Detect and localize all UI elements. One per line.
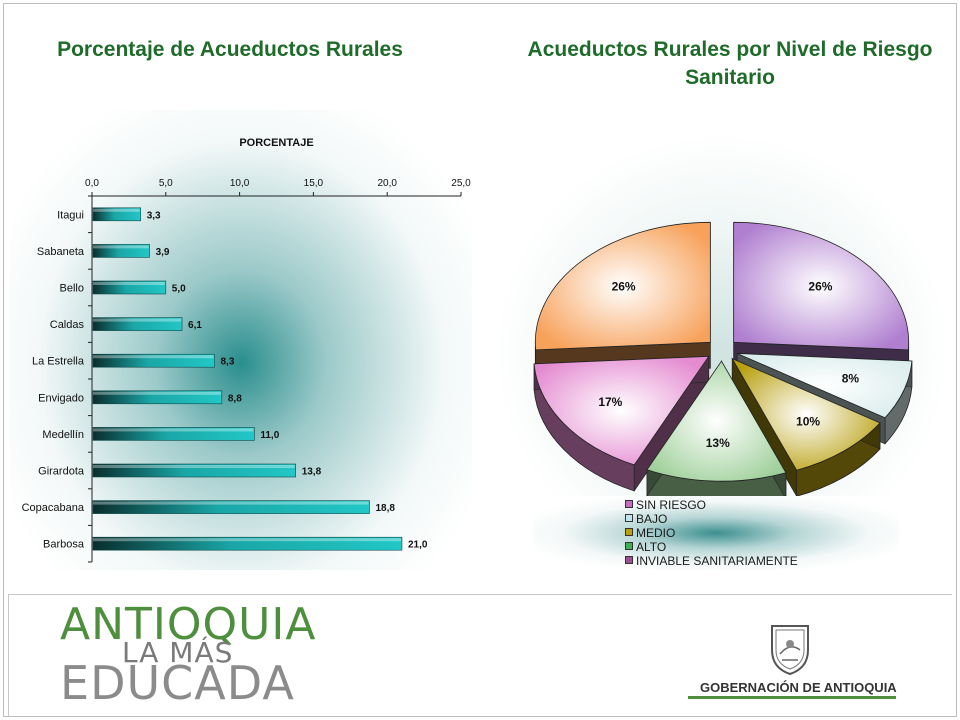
x-tick-label: 5,0 xyxy=(159,178,173,189)
category-label: Sabaneta xyxy=(37,246,85,258)
bar xyxy=(92,500,370,514)
category-label: La Estrella xyxy=(32,356,85,368)
pie-slice-top xyxy=(534,221,711,351)
pie-slice xyxy=(533,355,710,492)
x-tick-label: 10,0 xyxy=(230,178,250,189)
pie-slice-top xyxy=(731,357,881,471)
category-label: Bello xyxy=(60,283,84,295)
category-label: Copacabana xyxy=(22,502,85,514)
logo-la-mas: LA MÁS xyxy=(122,636,234,669)
pie-legend: SIN RIESGO BAJO MEDIO ALTO INVIABLE SANI… xyxy=(533,496,899,570)
category-label: Girardota xyxy=(38,466,85,478)
bar-highlight xyxy=(93,318,182,322)
pie-slice xyxy=(731,357,881,498)
bar-highlight xyxy=(93,538,401,542)
bar xyxy=(92,207,142,222)
legend-item-sin-riesgo: SIN RIESGO xyxy=(625,498,706,512)
pie-chart-title: Acueductos Rurales por Nivel de Riesgo S… xyxy=(527,38,933,89)
legend-label: ALTO xyxy=(636,540,667,554)
data-label: 8,3 xyxy=(221,357,235,368)
bar-highlight xyxy=(93,282,165,285)
x-tick-label: 20,0 xyxy=(377,178,397,189)
bar-highlight xyxy=(93,355,214,359)
bar-highlight xyxy=(93,391,221,395)
bar xyxy=(92,427,255,441)
bar xyxy=(92,463,296,478)
bar-chart-panel: PORCENTAJE 0,0 5,0 10,0 15,0 20,0 25,0 Itagui 3,… xyxy=(10,110,472,570)
legend-swatch xyxy=(625,528,633,536)
logo-antioquia: ANTIOQUIA xyxy=(60,599,317,650)
bar xyxy=(92,280,167,295)
data-label: 13,8 xyxy=(302,467,322,478)
data-label: 8,8 xyxy=(228,393,242,404)
data-label: 11,0 xyxy=(260,430,279,441)
legend-label: MEDIO xyxy=(636,526,676,540)
bar xyxy=(92,536,403,551)
bar-highlight xyxy=(93,208,140,212)
pie-data-label: 26% xyxy=(612,279,636,293)
data-label: 21,0 xyxy=(408,540,428,551)
bar xyxy=(92,317,183,331)
pie-data-label: 8% xyxy=(842,372,860,386)
category-label: Caldas xyxy=(50,319,85,331)
category-label: Envigado xyxy=(38,392,84,404)
bar-highlight xyxy=(93,245,149,249)
pie-slice-top xyxy=(533,355,710,466)
government-label: GOBERNACIÓN DE ANTIOQUIA xyxy=(700,680,897,695)
x-tick-label: 0,0 xyxy=(85,178,99,189)
bar-highlight xyxy=(93,501,369,505)
pie-slice-top xyxy=(737,353,913,419)
pie-data-label: 13% xyxy=(706,436,730,450)
bar-chart-title: PORCENTAJE xyxy=(239,137,313,149)
pie-slice-top xyxy=(733,221,910,351)
category-label: Medellín xyxy=(42,429,84,441)
data-label: 6,1 xyxy=(188,320,202,331)
bar-highlight xyxy=(93,428,254,432)
category-label: Barbosa xyxy=(43,539,85,551)
data-label: 5,0 xyxy=(172,284,186,295)
slide-frame xyxy=(3,3,957,717)
bar xyxy=(92,353,215,368)
legend-swatch xyxy=(625,542,633,550)
data-label: 3,3 xyxy=(147,210,161,221)
pie-data-label: 10% xyxy=(796,415,820,429)
legend-item-bajo: BAJO xyxy=(625,512,667,526)
pie-chart: 26% 26% 8% 17% 10% 13% xyxy=(533,221,913,508)
pie-slice xyxy=(733,221,910,377)
bar xyxy=(92,244,150,258)
pie-data-label: 26% xyxy=(808,279,832,293)
legend-label: BAJO xyxy=(636,512,668,526)
legend-label: SIN RIESGO xyxy=(636,498,707,512)
bar-highlight xyxy=(93,465,295,468)
legend-item-alto: ALTO xyxy=(625,540,666,554)
legend-label: INVIABLE SANITARIAMENTE xyxy=(636,554,798,568)
pie-slice-top xyxy=(646,360,787,482)
x-tick-label: 25,0 xyxy=(451,178,471,189)
bar-chart-title: Porcentaje de Acueductos Rurales xyxy=(57,38,403,61)
x-tick-label: 15,0 xyxy=(304,178,324,189)
bar-chart: PORCENTAJE 0,0 5,0 10,0 15,0 20,0 25,0 Itagui 3,… xyxy=(22,137,471,563)
legend-swatch xyxy=(625,514,633,522)
category-label: Itagui xyxy=(57,209,84,221)
data-label: 18,8 xyxy=(375,503,395,514)
legend-swatch xyxy=(625,556,633,564)
logo-educada: EDUCADA xyxy=(60,656,295,710)
coat-of-arms-icon xyxy=(771,625,809,676)
government-underline xyxy=(688,696,896,699)
legend-item-medio: MEDIO xyxy=(625,526,675,540)
pie-slice xyxy=(534,221,711,377)
bar xyxy=(92,390,223,405)
legend-swatch xyxy=(625,500,633,508)
data-label: 3,9 xyxy=(156,247,170,258)
pie-data-label: 17% xyxy=(598,395,622,409)
legend-item-inviable: INVIABLE SANITARIAMENTE xyxy=(625,554,798,568)
